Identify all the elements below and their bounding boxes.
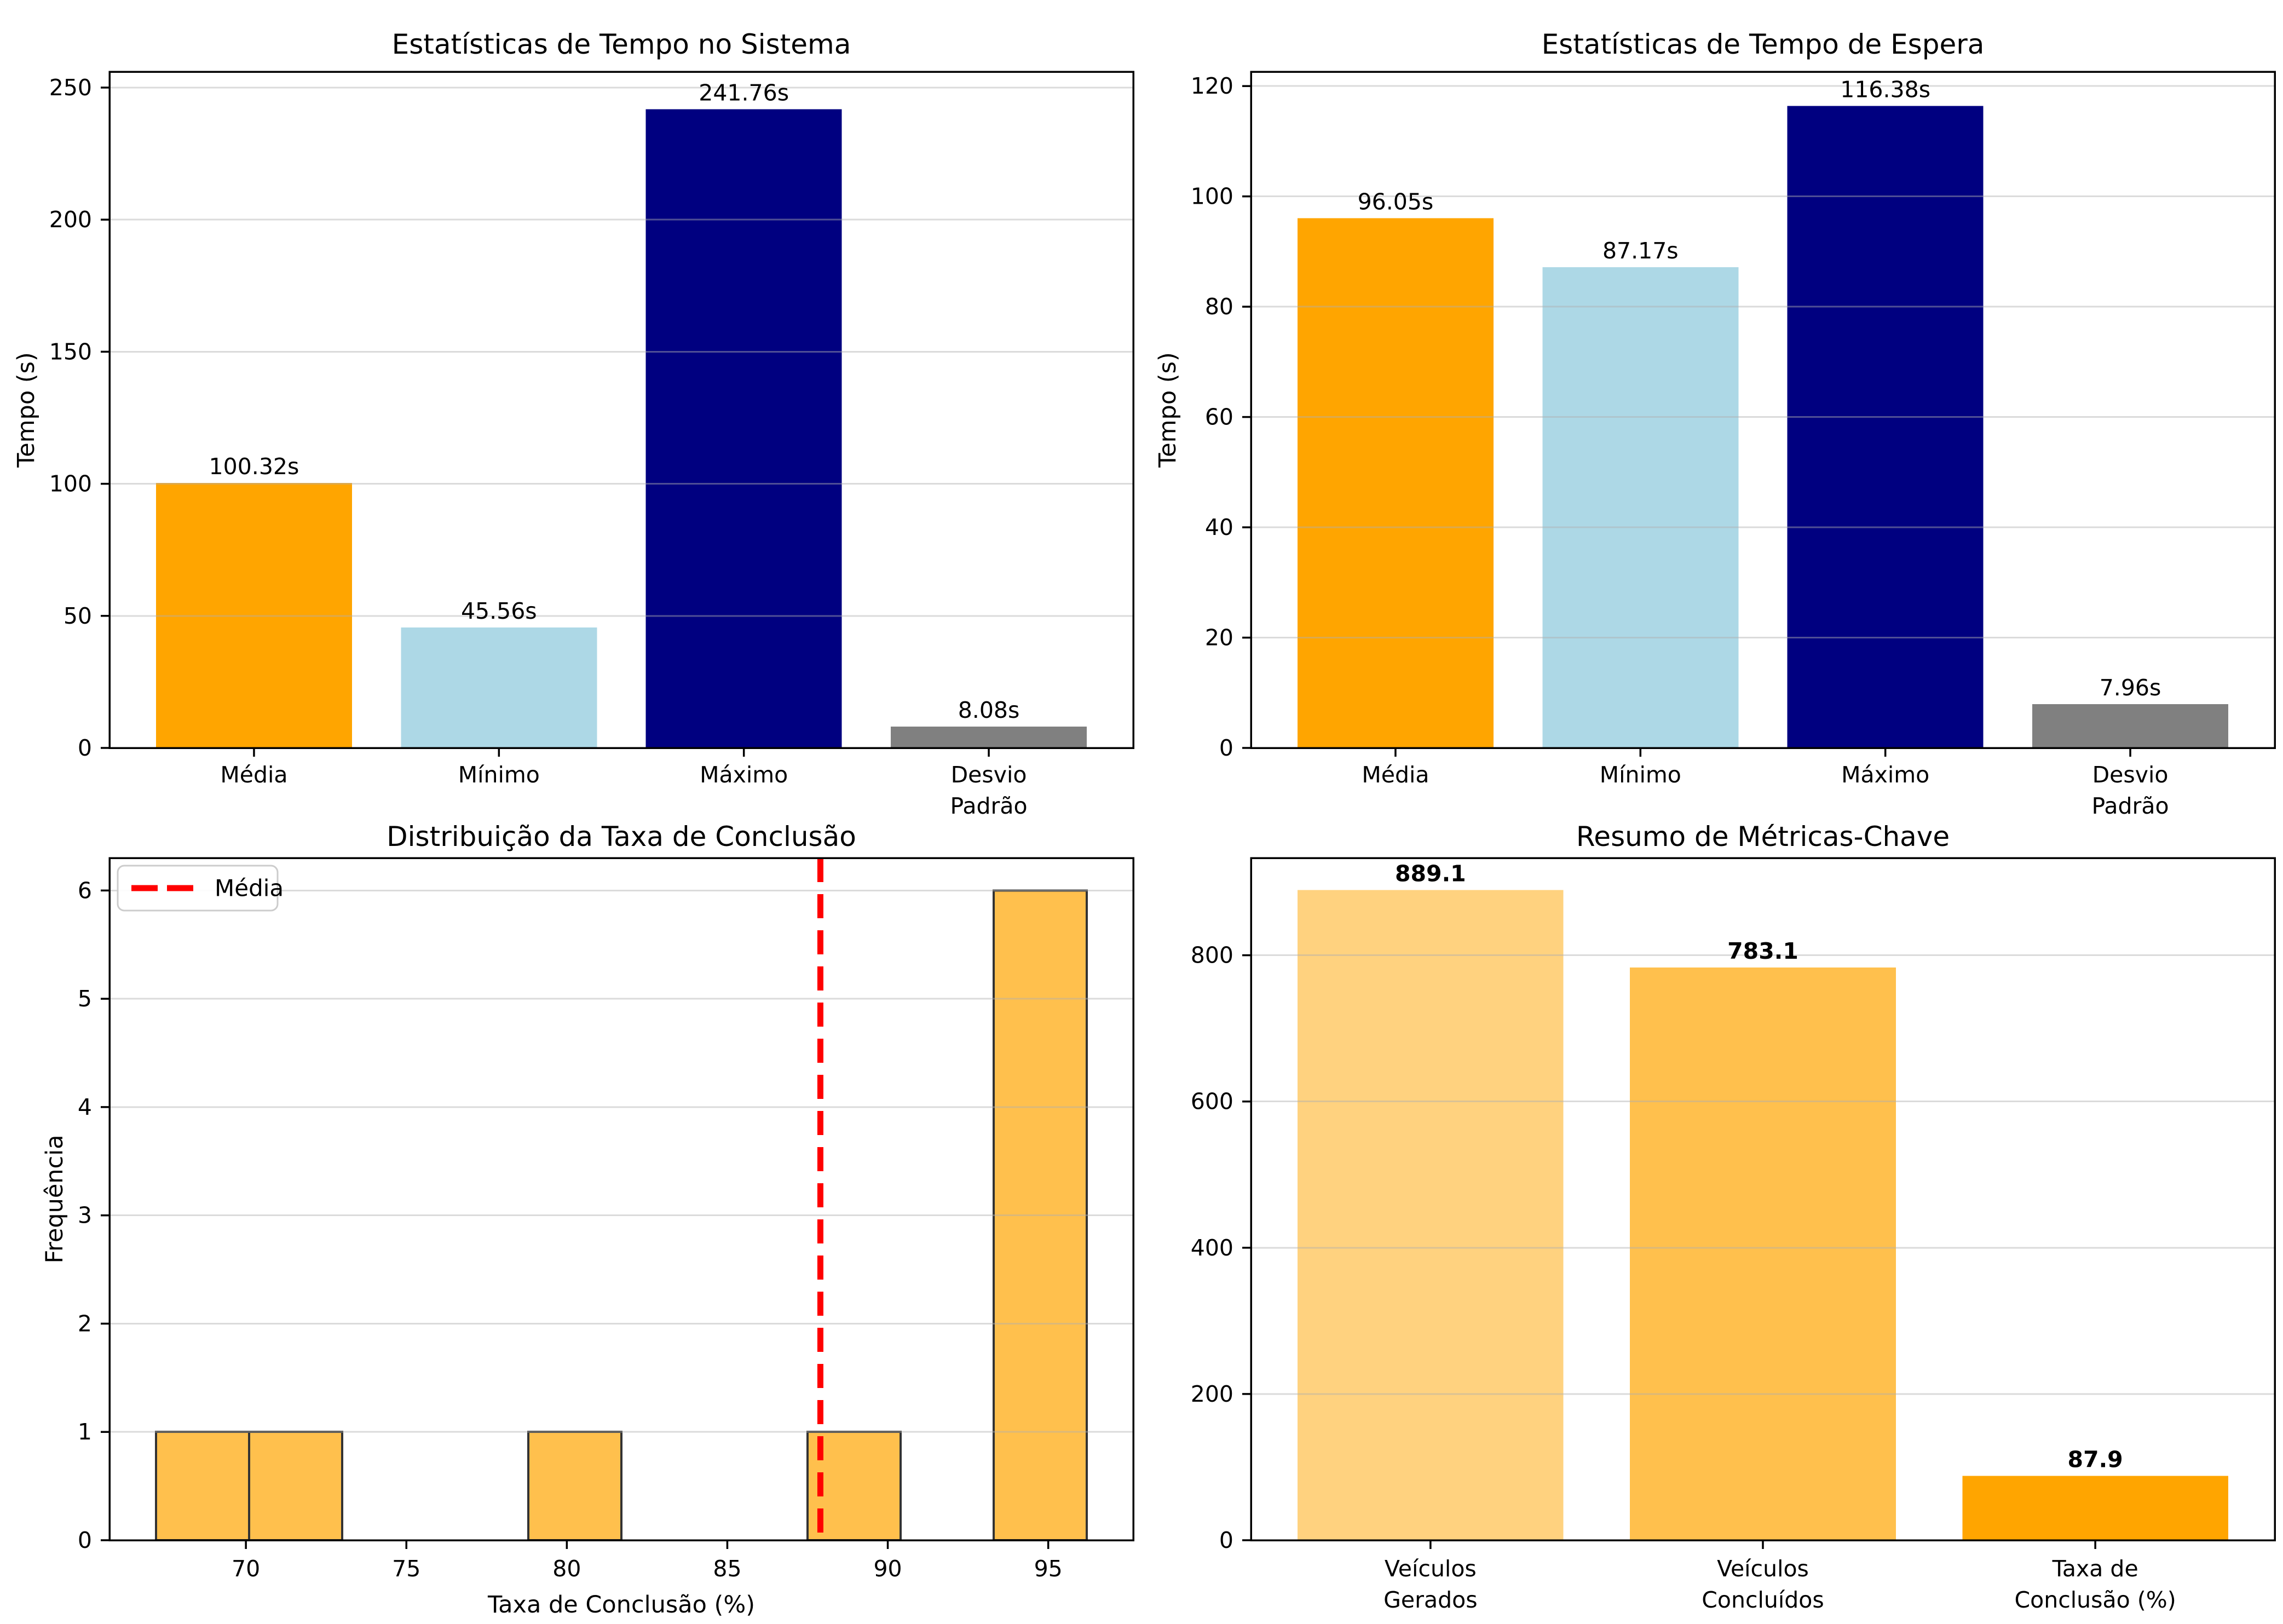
bar [1542,267,1739,748]
bar [1787,106,1984,748]
y-axis-label: Tempo (s) [13,352,40,468]
y-tick-label: 50 [64,603,92,629]
axes-frame [1250,71,2276,749]
x-tick-label: Taxa de [2052,1556,2138,1582]
chart-title: Distribuição da Taxa de Conclusão [387,821,856,853]
x-tick-label: Mínimo [1600,762,1681,788]
y-tick-label: 6 [78,877,92,903]
x-tick-label: 70 [232,1556,260,1582]
histogram-bar [993,889,1088,1541]
y-tick-label: 0 [1219,1527,1233,1553]
y-tick-label: 800 [1191,942,1233,969]
histogram-bar [527,1431,622,1541]
chart-title: Resumo de Métricas-Chave [1576,821,1950,853]
legend-box [117,865,279,912]
x-tick-label: 75 [392,1556,420,1582]
chart-title: Estatísticas de Tempo de Espera [1542,28,1985,60]
x-tick-label: 85 [713,1556,741,1582]
bar [1630,968,1896,1540]
bar [1962,1476,2228,1540]
x-tick-label: Média [1362,762,1429,788]
bar [1298,218,1494,748]
x-tick-label: Média [220,762,287,788]
y-tick-label: 20 [1205,625,1233,651]
y-tick-label: 100 [1191,183,1233,210]
y-axis-label: Tempo (s) [1154,352,1181,468]
x-tick-label: 80 [552,1556,581,1582]
axes-frame [108,71,1134,749]
x-axis-label: Taxa de Conclusão (%) [487,1591,755,1619]
x-tick-label: Veículos [1385,1556,1477,1582]
bar-value-label: 87.9 [2068,1447,2123,1473]
x-tick-label: Conclusão (%) [2015,1587,2176,1613]
bar-value-label: 783.1 [1727,938,1798,964]
y-tick-label: 0 [1219,735,1233,761]
y-tick-label: 40 [1205,514,1233,540]
y-tick-label: 100 [49,471,92,497]
y-tick-label: 1 [78,1419,92,1445]
chart-system-time: 100.32s 45.56s 241.76s 8.08s Média Mínimo Máxi… [13,28,1134,819]
x-tick-label: Máximo [1841,762,1929,788]
x-tick-label: Desvio [951,762,1027,788]
axes-frame [1250,857,2276,1541]
y-tick-label: 600 [1191,1089,1233,1115]
x-tick-label: Padrão [2091,793,2169,819]
bar [1298,890,1564,1540]
x-tick-label: Veículos [1717,1556,1809,1582]
y-tick-label: 0 [78,1527,92,1553]
y-axis-label: Frequência [41,1135,68,1264]
bar-value-label: 87.17s [1602,238,1679,264]
x-tick-label: 90 [873,1556,902,1582]
y-tick-label: 250 [49,74,92,101]
bar-value-label: 45.56s [461,598,537,624]
y-tick-label: 150 [49,338,92,365]
chart-title: Estatísticas de Tempo no Sistema [392,28,851,60]
bar [891,727,1087,748]
bar [156,483,352,748]
x-tick-label: 95 [1034,1556,1063,1582]
x-tick-label: Desvio [2092,762,2169,788]
histogram-bar [155,1431,250,1541]
y-tick-label: 2 [78,1310,92,1337]
legend-label: Média [215,875,284,902]
legend: Média [117,865,284,912]
histogram-bar [248,1431,343,1541]
bar [645,109,842,748]
bar-value-label: 100.32s [209,453,299,480]
y-tick-label: 3 [78,1202,92,1229]
bar-value-label: 7.96s [2100,675,2161,701]
y-tick-label: 0 [78,735,92,761]
bar-value-label: 116.38s [1840,77,1930,103]
y-tick-label: 4 [78,1094,92,1120]
bar [401,627,597,748]
axes-frame [108,857,1134,1541]
chart-wait-time: 96.05s 87.17s 116.38s 7.96s Média Mínimo Máxim… [1154,28,2276,819]
y-tick-label: 5 [78,986,92,1012]
y-tick-label: 200 [49,206,92,233]
x-tick-label: Padrão [950,793,1027,819]
x-tick-label: Máximo [700,762,788,788]
y-tick-label: 200 [1191,1381,1233,1407]
y-tick-label: 400 [1191,1235,1233,1261]
chart-key-metrics: 889.1 783.1 87.9 Veículos Gerados Veículos Con… [1191,821,2276,1613]
x-tick-label: Concluídos [1702,1587,1824,1613]
y-tick-label: 60 [1205,404,1233,430]
bar-value-label: 889.1 [1395,861,1466,887]
bar-value-label: 96.05s [1358,188,1434,215]
y-tick-label: 120 [1191,73,1233,99]
axes-background [109,858,1133,1540]
x-tick-label: Mínimo [458,762,540,788]
bar-value-label: 241.76s [699,80,789,106]
y-tick-label: 80 [1205,293,1233,320]
bar [2032,704,2228,748]
bar-value-label: 8.08s [958,697,1020,723]
chart-completion-rate-distribution: 70 75 80 85 90 95 Média 0 1 2 3 4 5 6 Distribuição da … [41,821,1134,1619]
x-tick-label: Gerados [1383,1587,1477,1613]
